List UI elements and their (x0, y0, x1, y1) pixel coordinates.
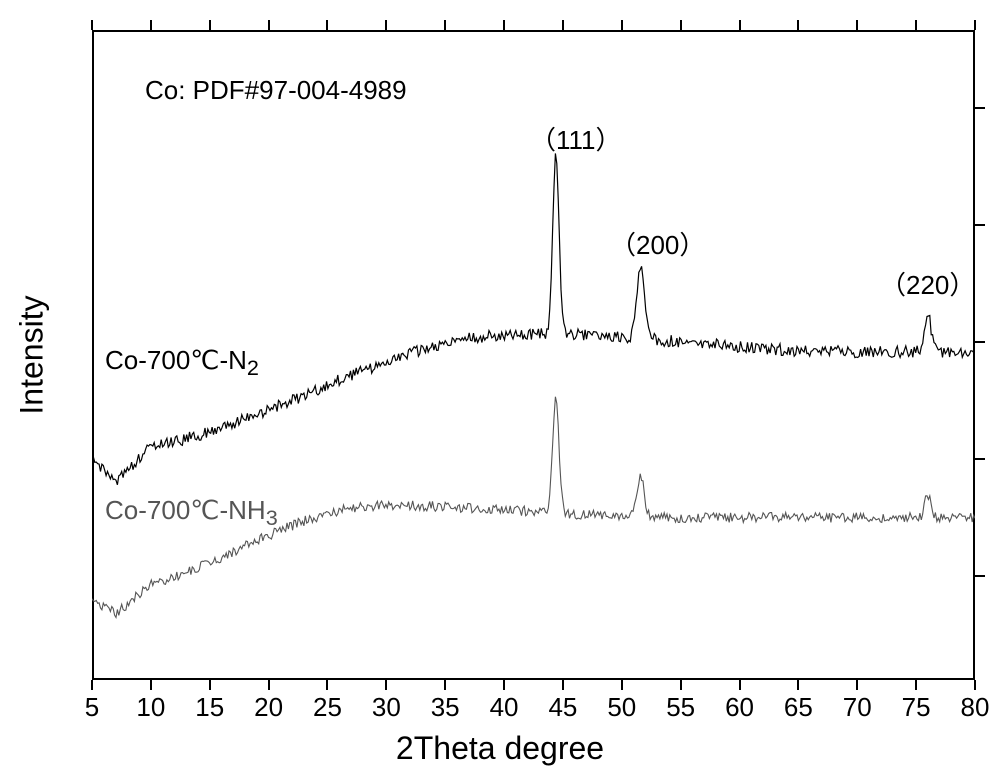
x-tick (326, 680, 328, 690)
x-tick-top (680, 20, 682, 30)
series-label-nh3: Co-700℃-NH3 (105, 495, 278, 531)
x-tick-top (503, 20, 505, 30)
x-tick-top (150, 20, 152, 30)
x-tick-top (385, 20, 387, 30)
x-tick (268, 680, 270, 690)
x-tick-top (621, 20, 623, 30)
x-tick (680, 680, 682, 690)
x-tick-label: 60 (725, 692, 754, 723)
x-tick-top (797, 20, 799, 30)
x-tick-label: 25 (313, 692, 342, 723)
x-tick (915, 680, 917, 690)
x-tick-top (326, 20, 328, 30)
xrd-traces-svg (0, 0, 1000, 773)
xrd-chart: Intensity 2Theta degree Co: PDF#97-004-4… (0, 0, 1000, 773)
x-tick-label: 30 (372, 692, 401, 723)
y-tick-right (975, 224, 985, 226)
x-tick (385, 680, 387, 690)
x-tick (444, 680, 446, 690)
x-tick-label: 55 (666, 692, 695, 723)
y-tick-right (975, 575, 985, 577)
x-tick-label: 40 (490, 692, 519, 723)
x-tick-label: 45 (548, 692, 577, 723)
series-label-n2: Co-700℃-N2 (105, 345, 259, 381)
x-tick-label: 70 (843, 692, 872, 723)
x-tick (209, 680, 211, 690)
x-tick-top (562, 20, 564, 30)
x-tick (797, 680, 799, 690)
x-tick-label: 20 (254, 692, 283, 723)
x-tick-label: 35 (431, 692, 460, 723)
x-tick (562, 680, 564, 690)
x-tick-label: 75 (902, 692, 931, 723)
x-tick-top (91, 20, 93, 30)
x-tick-top (856, 20, 858, 30)
x-tick (856, 680, 858, 690)
x-tick-label: 65 (784, 692, 813, 723)
x-tick (974, 680, 976, 690)
x-tick (739, 680, 741, 690)
x-tick-label: 15 (195, 692, 224, 723)
y-tick-right (975, 107, 985, 109)
x-tick-label: 5 (85, 692, 99, 723)
x-tick-top (209, 20, 211, 30)
x-tick-top (739, 20, 741, 30)
x-tick-top (974, 20, 976, 30)
y-tick-right (975, 458, 985, 460)
x-tick-top (444, 20, 446, 30)
x-tick (150, 680, 152, 690)
x-tick (503, 680, 505, 690)
x-tick-label: 50 (607, 692, 636, 723)
x-tick-top (268, 20, 270, 30)
x-tick-top (915, 20, 917, 30)
x-tick (621, 680, 623, 690)
y-tick-right (975, 341, 985, 343)
x-tick (91, 680, 93, 690)
xrd-trace-Co-700℃-N2 (92, 153, 975, 484)
x-tick-label: 80 (961, 692, 990, 723)
x-tick-label: 10 (136, 692, 165, 723)
